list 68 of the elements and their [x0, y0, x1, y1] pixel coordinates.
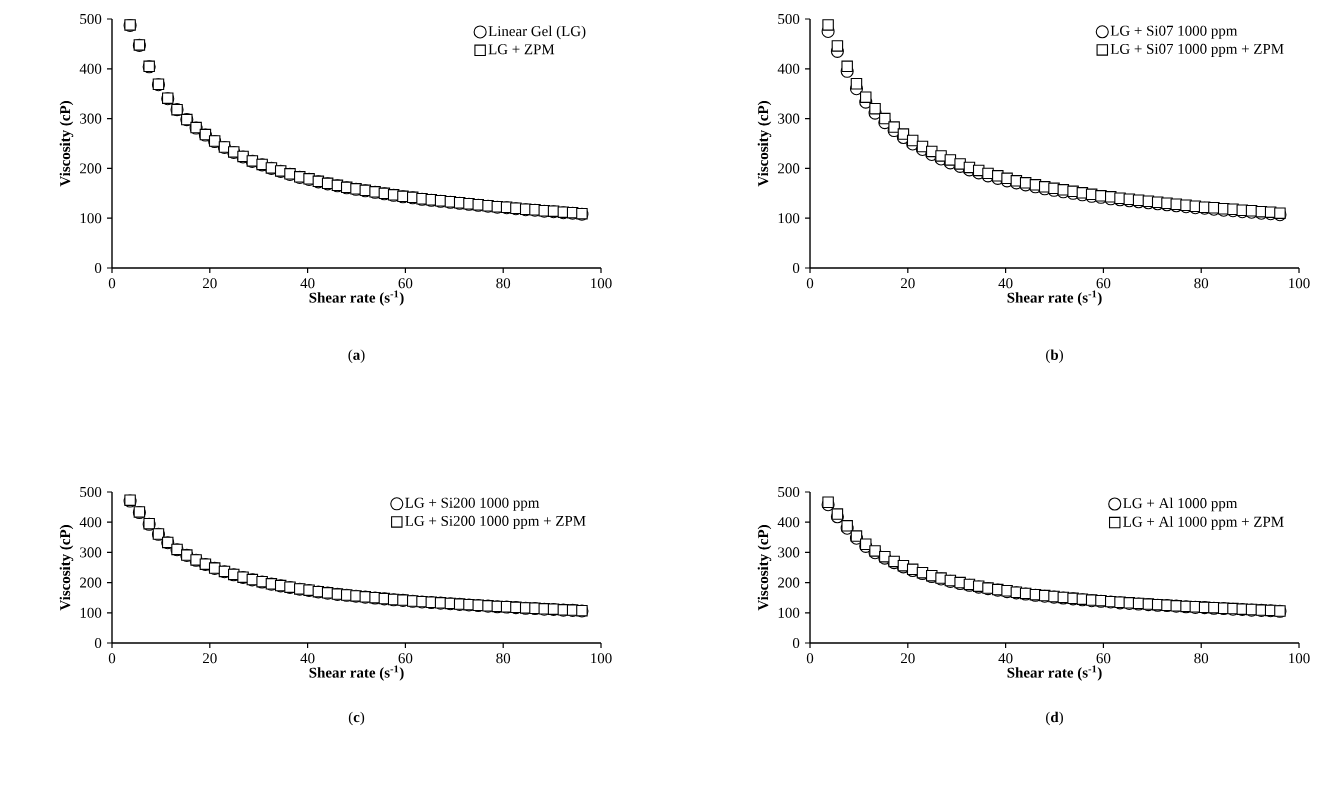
y-tick-label: 400 — [79, 63, 102, 74]
y-tick-label: 500 — [80, 486, 102, 498]
y-tick-label: 300 — [778, 547, 800, 558]
x-tick-label: 0 — [806, 653, 814, 664]
y-axis-title: Viscosity (cP) — [59, 101, 74, 187]
x-tick-label: 100 — [1289, 653, 1310, 664]
x-tick-label: 40 — [300, 278, 315, 289]
x-tick-label: 20 — [202, 653, 217, 664]
x-tick-label: 60 — [1096, 278, 1111, 289]
text: (a) — [348, 349, 365, 363]
x-tick-label: 0 — [108, 653, 116, 664]
x-tick-label: 80 — [496, 653, 511, 664]
text: (c) — [348, 711, 365, 726]
y-tick-label: 300 — [778, 113, 800, 124]
x-tick-label: 40 — [998, 653, 1013, 664]
y-tick-label: 500 — [778, 13, 800, 25]
legend-label: LG + Si200 1000 ppm — [405, 497, 540, 511]
x-tick-label: 80 — [496, 278, 511, 289]
legend-label: LG + Si07 1000 ppm + ZPM — [1110, 43, 1284, 57]
y-axis-title: Viscosity (cP) — [757, 525, 772, 611]
y-tick-label: 100 — [80, 213, 102, 224]
legend-label: LG + Al 1000 ppm + ZPM — [1123, 516, 1284, 530]
y-tick-label: 500 — [80, 13, 102, 25]
y-tick-label: 100 — [778, 607, 800, 618]
x-tick-label: 60 — [398, 278, 413, 289]
x-tick-label: 100 — [1289, 278, 1310, 289]
x-tick-label: 0 — [108, 278, 116, 289]
y-axis-title: Viscosity (cP) — [757, 101, 772, 187]
x-tick-label: 60 — [1096, 653, 1111, 664]
x-tick-label: 100 — [591, 278, 612, 289]
x-tick-label: 20 — [202, 278, 217, 289]
y-tick-label: 200 — [80, 163, 102, 174]
y-tick-label: 400 — [777, 63, 800, 74]
y-tick-label: 500 — [778, 486, 800, 498]
y-tick-label: 0 — [94, 637, 102, 649]
text: (b) — [1046, 349, 1063, 363]
x-tick-label: 40 — [300, 653, 315, 664]
y-tick-label: 200 — [778, 163, 800, 174]
x-axis-title: Shear rate (s$^{-1}$) — [309, 290, 404, 306]
y-tick-label: 0 — [792, 637, 800, 649]
x-axis-title: Shear rate (s$^{-1}$) — [1007, 290, 1102, 306]
y-tick-label: 300 — [80, 113, 102, 124]
legend-label: LG + Si07 1000 ppm — [1110, 25, 1238, 39]
x-tick-label: 40 — [998, 278, 1013, 289]
y-tick-label: 0 — [94, 262, 102, 274]
y-tick-label: 100 — [80, 607, 102, 618]
y-axis-title: Viscosity (cP) — [59, 525, 74, 611]
x-tick-label: 60 — [398, 653, 413, 664]
x-axis-title: Shear rate (s$^{-1}$) — [1007, 665, 1102, 681]
y-tick-label: 400 — [79, 517, 102, 528]
y-tick-label: 100 — [778, 213, 800, 224]
y-tick-label: 200 — [80, 577, 102, 588]
text: (d) — [1046, 711, 1063, 726]
legend-label: LG + Al 1000 ppm — [1123, 497, 1238, 512]
y-tick-label: 400 — [777, 517, 800, 528]
x-tick-label: 100 — [591, 653, 612, 664]
y-tick-label: 0 — [792, 262, 800, 274]
x-tick-label: 0 — [806, 278, 814, 289]
x-axis-title: Shear rate (s$^{-1}$) — [309, 665, 404, 681]
legend-label: LG + Si200 1000 ppm + ZPM — [405, 515, 586, 529]
y-tick-label: 300 — [80, 547, 102, 558]
y-tick-label: 200 — [778, 577, 800, 588]
legend-label: LG + ZPM — [488, 44, 555, 55]
legend-label: Linear Gel (LG) — [488, 25, 586, 40]
x-tick-label: 80 — [1194, 278, 1209, 289]
x-tick-label: 20 — [901, 278, 915, 289]
x-tick-label: 80 — [1194, 653, 1209, 664]
x-tick-label: 20 — [901, 653, 915, 664]
